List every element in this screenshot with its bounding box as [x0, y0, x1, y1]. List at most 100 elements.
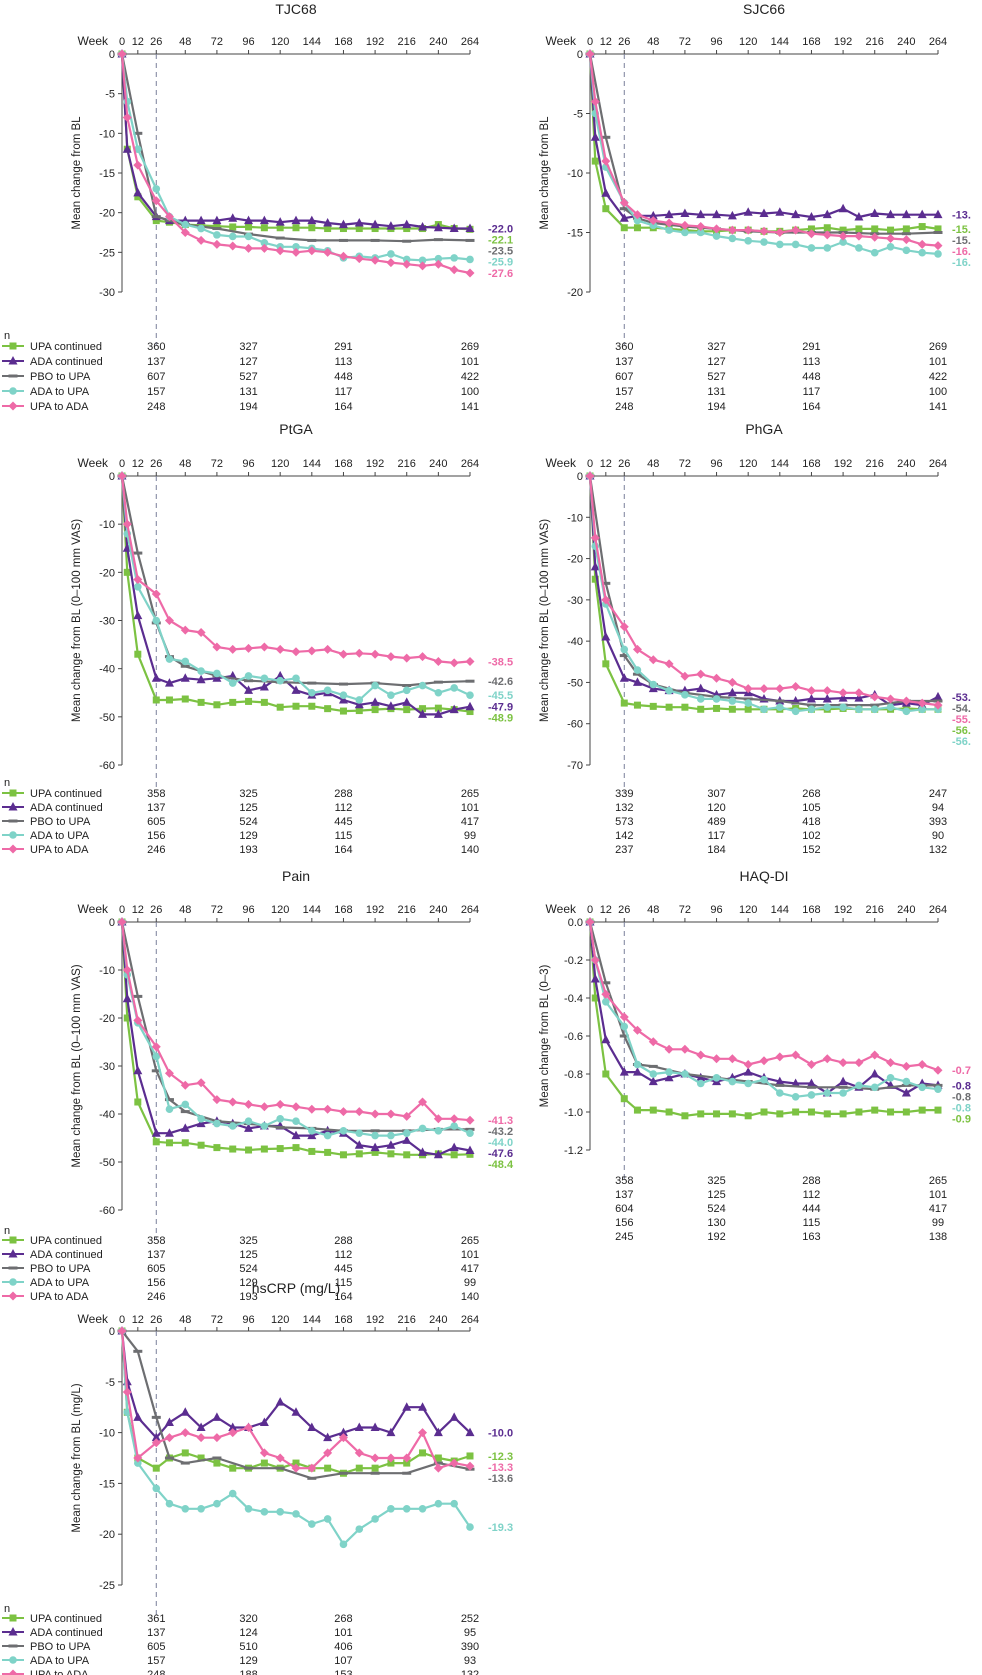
y-tick-label: -40	[567, 636, 583, 648]
data-point	[918, 1083, 926, 1092]
series-ada-to-upa	[586, 918, 942, 1101]
legend-marker	[9, 831, 17, 839]
data-point	[151, 673, 161, 682]
x-tick-label: 240	[429, 36, 447, 48]
data-point	[196, 235, 206, 245]
x-tick-label: 72	[211, 904, 223, 916]
data-point	[619, 1067, 629, 1076]
data-point	[822, 1054, 832, 1064]
data-point	[806, 693, 816, 703]
data-point	[870, 208, 880, 217]
data-point	[434, 688, 443, 697]
week-label: Week	[78, 1312, 109, 1326]
legend-marker	[9, 1656, 17, 1664]
data-point	[292, 242, 300, 251]
n-count: 393	[929, 816, 947, 828]
data-point	[164, 616, 174, 625]
data-point	[433, 680, 443, 684]
data-point	[339, 1127, 348, 1135]
data-point	[590, 533, 600, 543]
data-point	[633, 216, 642, 225]
series-line	[120, 475, 471, 665]
data-point	[152, 1464, 160, 1472]
n-count: 444	[802, 1203, 820, 1215]
data-point	[134, 1098, 142, 1106]
data-point	[886, 1074, 895, 1082]
n-count: 141	[929, 401, 947, 413]
x-tick-label: 0	[587, 904, 593, 916]
data-point	[338, 694, 348, 704]
series-upa-continued	[118, 1327, 474, 1477]
data-point	[591, 575, 599, 583]
data-point	[123, 568, 131, 576]
n-label: n	[4, 1225, 10, 1237]
week-label: Week	[546, 456, 577, 470]
data-point	[324, 225, 332, 233]
data-point	[918, 248, 926, 257]
end-value-label: -45.5	[488, 690, 513, 702]
data-point	[838, 1076, 848, 1086]
data-point	[244, 1117, 253, 1125]
data-point	[275, 236, 285, 240]
x-tick-label: 192	[834, 458, 852, 470]
data-point	[776, 703, 784, 711]
data-point	[933, 209, 943, 219]
data-point	[323, 1131, 332, 1140]
data-point	[854, 688, 864, 698]
data-point	[696, 1079, 705, 1088]
data-point	[934, 225, 942, 233]
data-point	[870, 692, 880, 702]
data-point	[260, 1459, 268, 1467]
data-point	[696, 209, 706, 219]
x-tick-label: 96	[710, 904, 722, 916]
data-point	[386, 221, 396, 230]
data-point	[887, 1108, 895, 1116]
legend-label: ADA continued	[30, 1627, 103, 1639]
data-point	[807, 1108, 815, 1116]
data-point	[854, 231, 864, 241]
data-point	[601, 981, 611, 985]
data-point	[649, 221, 658, 230]
legend-marker	[8, 401, 18, 411]
data-point	[181, 1449, 189, 1457]
data-point	[433, 1149, 443, 1159]
data-point	[323, 644, 333, 654]
y-tick-label: -30	[99, 287, 115, 299]
series-line	[588, 475, 938, 707]
data-point	[466, 1129, 474, 1137]
y-tick-label: -20	[567, 554, 583, 566]
y-tick-label: -25	[99, 1580, 115, 1592]
data-point	[823, 244, 832, 252]
n-count: 291	[802, 341, 820, 353]
data-point	[619, 198, 629, 208]
data-point	[228, 213, 238, 222]
y-tick-label: -60	[99, 1205, 115, 1217]
data-point	[449, 658, 459, 668]
n-count: 269	[929, 341, 947, 353]
legend-item: UPA continued	[2, 1235, 102, 1247]
data-point	[591, 994, 599, 1002]
data-point	[276, 224, 284, 232]
data-point	[602, 660, 610, 668]
x-tick-label: 240	[429, 458, 447, 470]
data-point	[649, 1070, 658, 1078]
x-tick-label: 0	[119, 904, 125, 916]
data-point	[619, 207, 629, 211]
series-line	[120, 53, 470, 230]
data-point	[854, 212, 864, 221]
x-tick-label: 192	[366, 458, 384, 470]
data-point	[259, 1417, 269, 1426]
data-point	[228, 1422, 238, 1432]
n-count: 288	[802, 1175, 820, 1187]
data-point	[933, 691, 943, 701]
data-point	[386, 258, 396, 268]
x-tick-label: 168	[802, 458, 820, 470]
data-point	[213, 1459, 221, 1467]
data-point	[354, 1140, 364, 1149]
data-point	[602, 1070, 610, 1078]
data-point	[838, 203, 848, 213]
data-point	[402, 1471, 412, 1475]
data-point	[196, 1078, 206, 1088]
data-point	[933, 700, 943, 710]
data-point	[590, 974, 600, 983]
